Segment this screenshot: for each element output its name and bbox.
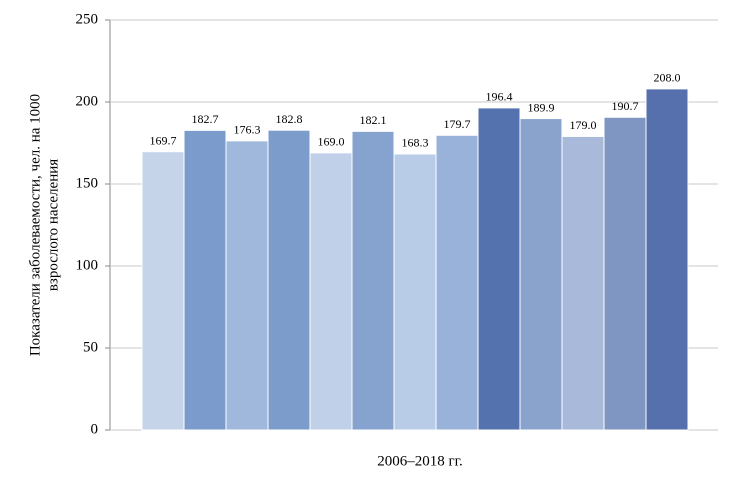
value-label: 179.7 — [444, 117, 471, 131]
value-label: 182.8 — [276, 112, 303, 126]
value-label: 168.3 — [402, 136, 429, 150]
bar — [477, 107, 521, 431]
value-label: 196.4 — [486, 90, 513, 104]
value-label: 208.0 — [654, 71, 681, 85]
bar — [267, 129, 311, 431]
x-axis-label: 2006–2018 гг. — [377, 453, 463, 469]
y-tick-label: 250 — [76, 11, 99, 27]
y-tick-label: 50 — [83, 339, 98, 355]
y-tick-label: 150 — [76, 175, 99, 191]
value-label: 176.3 — [234, 123, 261, 137]
value-label: 190.7 — [612, 99, 639, 113]
bar — [225, 140, 269, 431]
bar — [183, 129, 227, 431]
bar — [351, 130, 395, 431]
value-label: 182.7 — [192, 112, 219, 126]
bar — [561, 135, 605, 431]
bar — [309, 152, 353, 431]
y-axis-label-line: Показатели заболеваемости, чел. на 1000 — [27, 94, 43, 356]
value-label: 169.7 — [150, 133, 177, 147]
value-label: 169.0 — [318, 135, 345, 149]
value-label: 179.0 — [570, 118, 597, 132]
y-tick-label: 200 — [76, 93, 99, 109]
bar — [141, 151, 185, 431]
y-axis-label: Показатели заболеваемости, чел. на 1000 … — [27, 94, 61, 356]
y-axis-label-line: взрослого населения — [45, 159, 61, 291]
bar — [603, 116, 647, 431]
value-label: 189.9 — [528, 100, 555, 114]
bar — [435, 134, 479, 431]
bar — [519, 118, 563, 431]
value-label: 182.1 — [360, 113, 387, 127]
y-tick-label: 0 — [91, 421, 99, 437]
bar — [393, 153, 437, 431]
bar — [645, 88, 689, 431]
y-tick-label: 100 — [76, 257, 99, 273]
